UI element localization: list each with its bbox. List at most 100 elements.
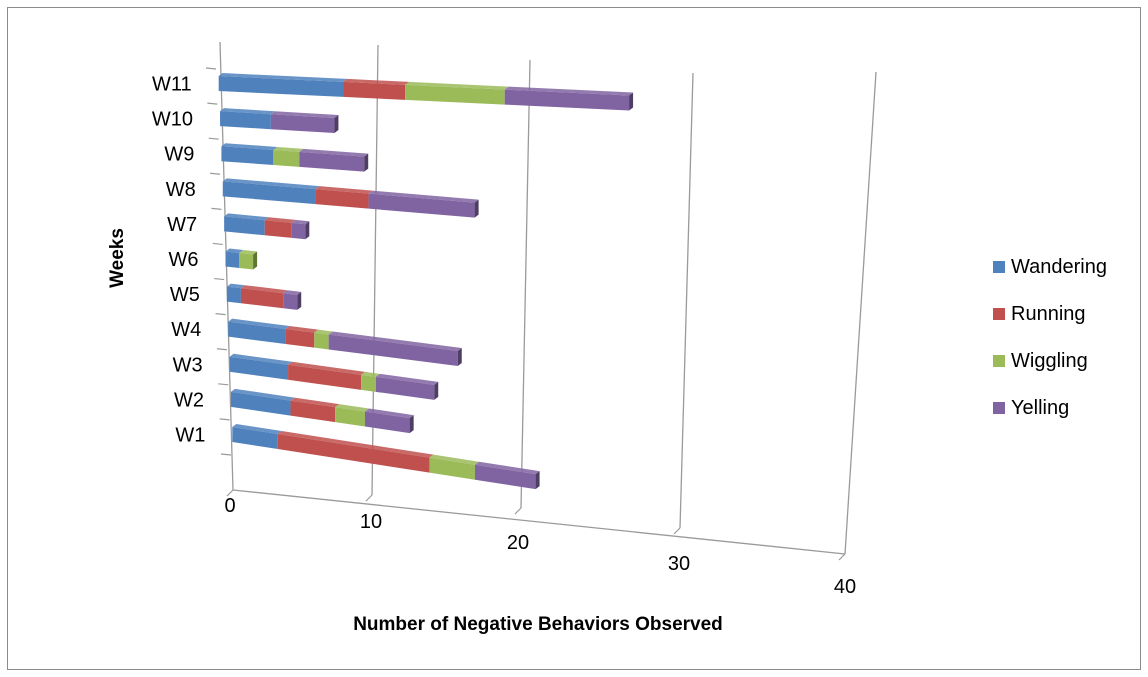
bar-top-W4-wandering (228, 318, 290, 329)
bar-W5-yelling (283, 293, 298, 310)
y-tick-label: W4 (171, 319, 201, 341)
bar-top-W5-yelling (283, 290, 302, 295)
x-tick-label: 20 (507, 532, 529, 554)
bar-W1-wandering (232, 426, 278, 450)
bar-W1-yelling (474, 464, 536, 490)
x-tick-mark (673, 527, 681, 535)
bar-top-W9-yelling (299, 148, 369, 157)
y-tick-mark (218, 383, 229, 386)
gridline-30 (679, 72, 694, 529)
legend-swatch-yelling (993, 402, 1005, 414)
bar-top-W11-wandering (218, 73, 348, 82)
gridline-40 (844, 71, 877, 555)
bar-top-W2-wiggling (335, 404, 369, 412)
bar-top-W8-running (315, 186, 373, 194)
bar-W6-wandering (225, 251, 240, 268)
bar-end-W2 (409, 415, 414, 434)
bar-W7-yelling (291, 222, 306, 240)
y-tick-mark (211, 207, 222, 210)
bar-W9-wiggling (273, 150, 300, 167)
y-tick-label: W5 (170, 284, 200, 306)
bar-W2-running (290, 400, 336, 423)
bar-top-W5-wandering (226, 283, 245, 289)
bar-layer (218, 73, 634, 490)
bar-top-W11-yelling (504, 86, 634, 96)
y-tick-mark (207, 102, 218, 105)
y-tick-mark (212, 242, 223, 246)
y-tick-mark (210, 172, 221, 175)
bar-top-W4-running (285, 326, 319, 333)
legend-swatch-running (993, 308, 1005, 320)
bar-W4-wiggling (314, 332, 329, 350)
x-axis-title: Number of Negative Behaviors Observed (353, 614, 723, 635)
y-tick-mark (220, 453, 232, 456)
bar-W11-wandering (218, 76, 344, 97)
bar-end-W8 (474, 199, 479, 218)
bar-top-W4-yelling (328, 331, 462, 351)
legend-label-yelling: Yelling (1011, 397, 1069, 419)
bar-W8-yelling (368, 193, 475, 218)
bar-W2-wandering (230, 391, 291, 416)
y-tick-label: W2 (174, 389, 204, 411)
chart-frame (7, 7, 1141, 670)
bar-top-W6-wiggling (239, 249, 258, 255)
bar-top-W9-wandering (221, 143, 278, 150)
x-tick-labels: 0 10 20 30 40 (224, 495, 856, 598)
bar-W4-running (285, 329, 315, 348)
bar-top-W6-wandering (225, 248, 244, 253)
y-tick-label: W3 (173, 354, 203, 376)
legend-label-wiggling: Wiggling (1011, 350, 1088, 372)
bar-W3-yelling (375, 376, 435, 400)
y-tick-label: W1 (175, 424, 205, 446)
gridline-20 (520, 59, 531, 509)
bar-end-W4 (457, 347, 462, 366)
bar-W8-wandering (222, 181, 316, 205)
bar-end-W10 (334, 115, 339, 134)
bar-top-W3-running (288, 361, 366, 375)
bar-top-W1-running (277, 431, 434, 458)
bar-top-W2-yelling (364, 408, 414, 419)
x-tick-mark (226, 489, 234, 497)
bar-end-W1 (535, 471, 540, 490)
y-tick-label: W7 (167, 214, 197, 236)
bar-W11-wiggling (405, 84, 505, 105)
bar-W3-wiggling (361, 374, 376, 392)
floor-front-edge (232, 489, 846, 555)
bar-W6-wiggling (239, 252, 254, 270)
y-tick-label: W9 (164, 144, 194, 166)
bar-end-W6 (253, 251, 258, 270)
y-tick-label: W11 (152, 74, 192, 96)
bar-end-W9 (364, 153, 369, 172)
bar-W5-wandering (226, 286, 241, 304)
bar-W4-yelling (328, 334, 458, 366)
y-tick-mark (214, 277, 225, 281)
bar-top-W1-wiggling (429, 454, 479, 465)
bar-W11-running (343, 81, 406, 100)
y-tick-mark (215, 313, 226, 316)
y-tick-mark (216, 348, 227, 351)
bar-W4-wandering (228, 321, 286, 344)
y-tick-mark (208, 137, 219, 140)
bar-top-W2-running (290, 397, 340, 408)
bar-top-W1-wandering (232, 423, 282, 435)
x-tick-label: 40 (834, 576, 856, 598)
bar-top-W5-running (240, 285, 288, 294)
x-tick-mark (365, 494, 373, 502)
bar-end-W5 (297, 291, 302, 310)
bar-top-W7-wandering (224, 213, 269, 221)
bar-W7-wandering (224, 216, 265, 236)
y-tick-mark (219, 418, 230, 421)
bar-W2-wiggling (335, 407, 365, 427)
bar-W9-yelling (299, 151, 365, 172)
legend-swatch-wandering (993, 261, 1005, 273)
bar-end-W3 (434, 381, 439, 400)
bar-W10-yelling (270, 114, 335, 134)
x-tick-label: 0 (224, 495, 235, 517)
bar-top-W4-wiggling (314, 329, 333, 335)
bar-end-W11 (629, 92, 634, 111)
bar-top-W3-yelling (375, 373, 439, 385)
y-tick-label: W10 (152, 109, 193, 131)
y-tick-labels: W1 W2 W3 W4 W5 W6 W7 W8 W9 W10 W11 (152, 74, 205, 447)
bar-W9-wandering (221, 146, 274, 165)
